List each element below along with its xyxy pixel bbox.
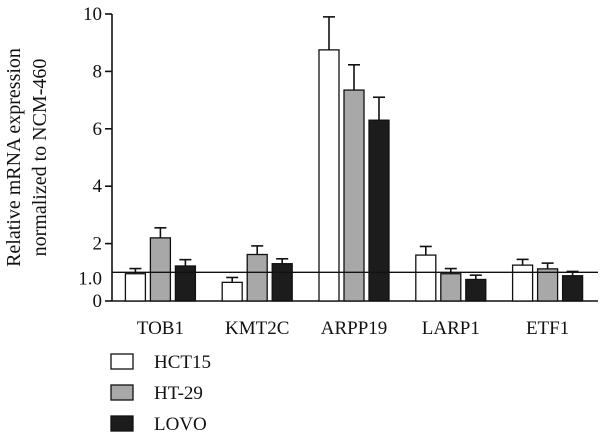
category-label: LARP1: [422, 318, 480, 339]
category-label: ETF1: [526, 318, 569, 339]
bar: [440, 273, 462, 302]
category-label: TOB1: [137, 318, 184, 339]
y-tick-label: 4: [93, 176, 103, 197]
bar: [511, 264, 534, 302]
bars: [124, 16, 584, 302]
y-axis-label-line: normalized to NCM-460: [29, 59, 51, 257]
legend-swatch: [110, 415, 134, 432]
category-labels: TOB1 KMT2C ARPP19 LARP1 ETF1: [137, 318, 569, 339]
bar: [271, 263, 293, 302]
bar: [561, 275, 584, 302]
y-tick-label: 0: [93, 291, 103, 312]
legend-label: HT-29: [154, 383, 203, 404]
y-axis-label: Relative mRNA expression normalized to NC…: [3, 48, 51, 267]
reference-line: 1.0: [78, 268, 598, 289]
bar: [221, 281, 243, 302]
y-tick-label: 6: [93, 119, 103, 140]
bar: [124, 273, 147, 302]
bar: [318, 49, 340, 302]
legend-label: HCT15: [154, 352, 211, 373]
legend-label: LOVO: [154, 414, 207, 435]
legend-swatch: [110, 384, 134, 401]
y-tick-label: 10: [83, 4, 102, 25]
bar: [415, 254, 437, 302]
category-label: ARPP19: [321, 318, 388, 339]
y-axis-label-line: Relative mRNA expression: [3, 48, 25, 267]
legend: HCT15 HT-29 LOVO: [110, 352, 211, 435]
y-tick-label: 8: [93, 61, 103, 82]
reference-line-label: 1.0: [78, 268, 102, 289]
category-label: KMT2C: [225, 318, 289, 339]
legend-swatch: [110, 353, 134, 370]
bar: [174, 265, 197, 302]
bar: [465, 278, 487, 302]
bar: [368, 119, 390, 302]
bar: [536, 268, 559, 302]
bar: [246, 253, 268, 302]
bar: [343, 89, 365, 302]
y-tick-label: 2: [93, 234, 103, 255]
bar: [149, 237, 172, 302]
